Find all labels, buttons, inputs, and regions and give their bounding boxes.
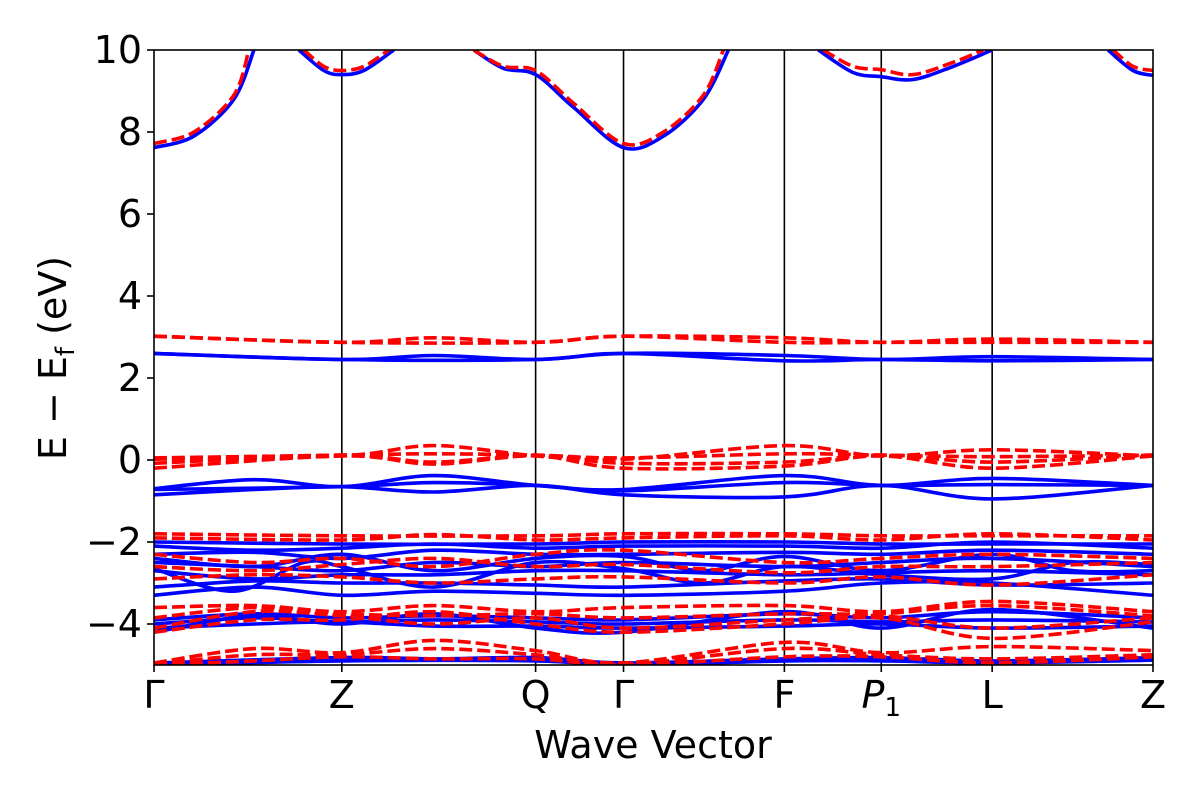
band-dashed-43	[154, 609, 1153, 630]
band-solid-16	[154, 559, 1153, 594]
band-lines	[154, 50, 1153, 665]
band-solid-6	[154, 351, 1153, 362]
x-axis-label: Wave Vector	[534, 723, 772, 767]
band-solid-9	[154, 483, 1153, 501]
x-tick-label-2: Q	[521, 673, 551, 717]
y-tick-label: 0	[118, 438, 142, 482]
x-tick-label-0: Γ	[143, 673, 164, 717]
band-dashed-31	[154, 334, 1153, 345]
x-tick-label-6: L	[982, 673, 1003, 717]
plot-frame	[153, 49, 1154, 666]
y-tick-label: −4	[86, 602, 142, 646]
y-axis-label: E − Ef (eV)	[31, 256, 81, 460]
band-solid-0	[154, 50, 256, 150]
band-dashed-29	[1111, 50, 1153, 73]
band-solid-2	[472, 50, 731, 151]
x-tick-label-3: Γ	[613, 673, 634, 717]
band-dashed-39	[154, 556, 1153, 575]
band-dashed-27	[472, 50, 726, 147]
y-tick-label: −2	[86, 520, 142, 564]
band-dashed-28	[822, 50, 984, 77]
x-tick-label-7: Z	[1140, 673, 1166, 717]
band-dashed-40	[154, 572, 1153, 587]
band-solid-11	[154, 540, 1153, 553]
band-solid-1	[297, 50, 395, 77]
x-tick-label-5: P1	[862, 673, 901, 723]
y-tick-label: 4	[118, 274, 142, 318]
band-dashed-26	[302, 50, 390, 73]
x-tick-label-4: F	[773, 673, 795, 717]
band-dashed-36	[154, 531, 1153, 538]
y-tick-label: 2	[118, 356, 142, 400]
band-solid-3	[817, 50, 993, 82]
band-dashed-35	[154, 454, 1153, 471]
y-tick-label: 10	[94, 28, 142, 72]
band-dashed-42	[154, 603, 1153, 620]
y-tick-label: 8	[118, 110, 142, 154]
band-dashed-47	[154, 654, 1153, 665]
band-solid-4	[1106, 50, 1153, 78]
y-tick-label: 6	[118, 192, 142, 236]
band-dashed-44	[154, 609, 1153, 641]
band-dashed-37	[154, 532, 1153, 542]
x-axis-ticks: Γ Z Q Γ F P1 L Z	[143, 665, 1166, 723]
band-dashed-38	[154, 548, 1153, 569]
y-axis-ticks: −4 −2 0 2 4 6 8 10	[86, 28, 154, 646]
band-solid-10	[154, 539, 1153, 547]
band-dashed-45	[154, 638, 1153, 665]
x-tick-label-1: Z	[329, 673, 355, 717]
